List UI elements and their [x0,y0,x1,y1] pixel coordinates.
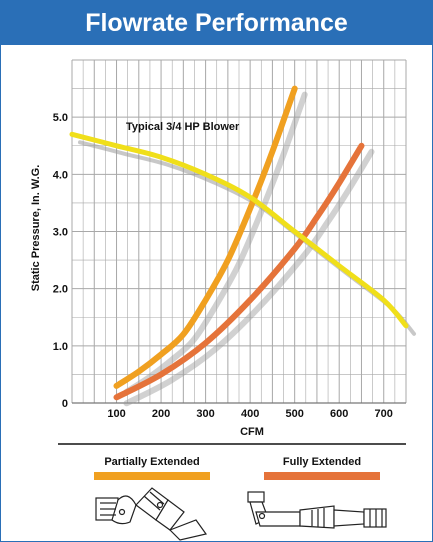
x-tick-label: 300 [196,408,214,420]
y-tick-label: 2.0 [53,284,68,296]
legend-label-fully-extended: Fully Extended [283,456,361,468]
y-tick-label: 5.0 [53,112,68,124]
x-axis-label: CFM [240,426,264,438]
legend-label-partially-extended: Partially Extended [104,456,199,468]
x-tick-label: 100 [107,408,125,420]
y-tick-label: 4.0 [53,169,68,181]
chart-title: Flowrate Performance [1,1,432,45]
series-line-fully-extended [113,142,365,401]
annotation-blower: Typical 3/4 HP Blower [126,121,240,133]
y-axis-label: Static Pressure, In. W.G. [30,165,42,292]
hose-partially-extended-icon [95,487,208,541]
series-shadow-partially-extended [123,91,308,395]
series-lines [69,85,416,407]
x-tick-label: 200 [152,408,170,420]
y-tick-label: 0 [62,398,68,410]
hose-fully-extended-icon [247,491,387,529]
y-tick-label: 1.0 [53,341,68,353]
series-line-blower [69,131,409,329]
legend-swatch-partially-extended [94,472,210,480]
series-shadow-fully-extended [123,148,375,407]
x-tick-label: 600 [330,408,348,420]
x-tick-label: 500 [285,408,303,420]
tick-labels: 100 200 300 400 500 600 700 0 1.0 2.0 3.0 4.0 5.0 [53,112,393,420]
x-tick-label: 400 [241,408,259,420]
y-tick-label: 3.0 [53,227,68,239]
series-line-partially-extended [113,85,298,389]
x-tick-label: 700 [375,408,393,420]
grid [71,59,407,404]
legend-swatch-fully-extended [264,472,380,480]
